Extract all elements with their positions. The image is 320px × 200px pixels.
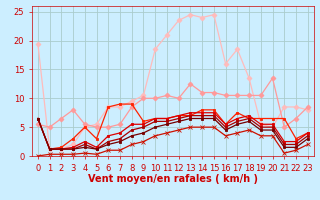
X-axis label: Vent moyen/en rafales ( km/h ): Vent moyen/en rafales ( km/h ) — [88, 174, 258, 184]
